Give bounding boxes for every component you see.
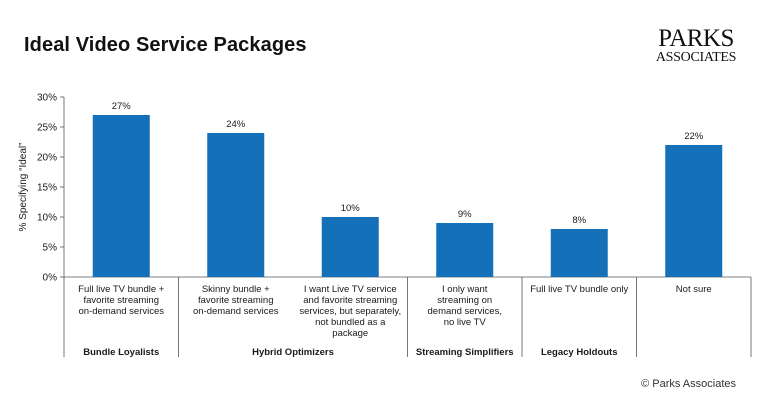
data-label: 8%: [572, 215, 586, 226]
y-tick-label: 5%: [43, 243, 58, 254]
y-tick-label: 20%: [37, 153, 57, 164]
chart-title: Ideal Video Service Packages: [24, 34, 307, 56]
group-label: Bundle Loyalists: [83, 347, 159, 358]
category-label: Full live TV bundle only: [530, 284, 628, 295]
bar: [665, 145, 723, 277]
group-label: Hybrid Optimizers: [252, 347, 334, 358]
data-label: 27%: [112, 101, 132, 112]
group-label: Legacy Holdouts: [541, 347, 618, 358]
y-tick-label: 25%: [37, 123, 57, 134]
parks-associates-logo: PARKS ASSOCIATES: [648, 26, 744, 65]
y-tick-label: 15%: [37, 183, 57, 194]
logo-line-1: PARKS: [658, 25, 734, 52]
bar: [550, 229, 608, 277]
category-label: Not sure: [676, 284, 712, 295]
category-label: Full live TV bundle + favorite streaming o…: [78, 284, 165, 317]
category-label: I only want streaming on demand services, n…: [428, 284, 502, 328]
category-label: I want Live TV service and favorite strea…: [299, 284, 401, 339]
y-tick-label: 30%: [37, 93, 57, 104]
category-label: Skinny bundle + favorite streaming on-dema…: [193, 284, 279, 317]
bar: [436, 223, 494, 277]
logo-line-2: ASSOCIATES: [655, 50, 737, 65]
y-tick-label: 0%: [43, 273, 58, 284]
group-label: Streaming Simplifiers: [416, 347, 514, 358]
bar: [207, 133, 265, 277]
data-label: 22%: [684, 131, 704, 142]
copyright-notice: © Parks Associates: [641, 378, 736, 390]
data-label: 10%: [341, 203, 361, 214]
data-label: 24%: [226, 119, 246, 130]
y-tick-label: 10%: [37, 213, 57, 224]
data-label: 9%: [458, 209, 472, 220]
bar: [92, 115, 150, 277]
y-axis-label: % Specifying “Ideal”: [18, 143, 29, 232]
bar: [321, 217, 379, 277]
